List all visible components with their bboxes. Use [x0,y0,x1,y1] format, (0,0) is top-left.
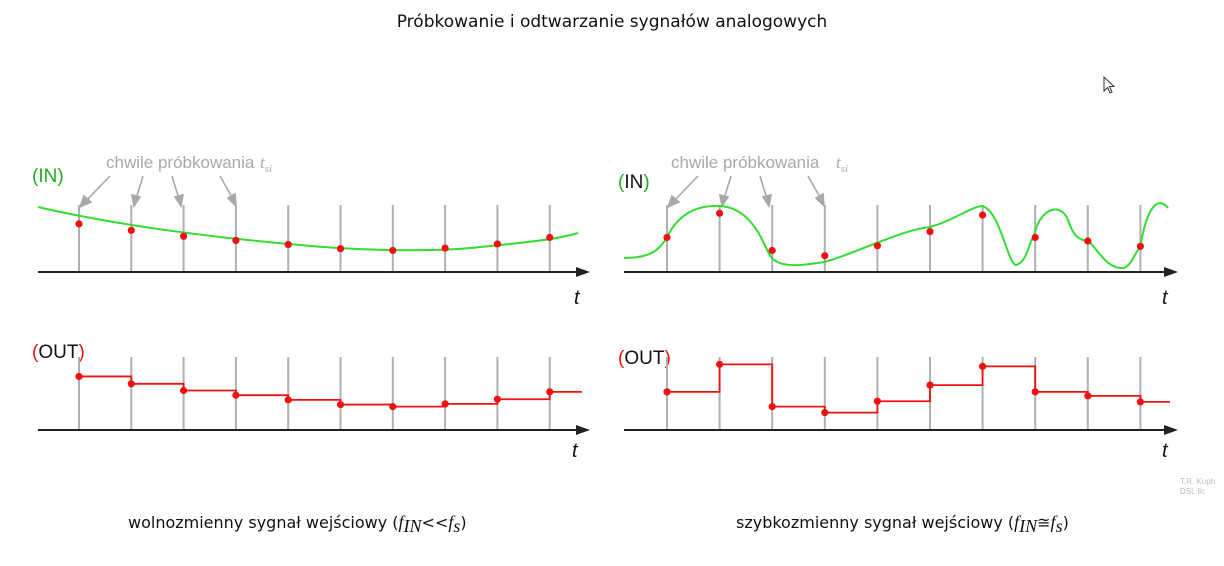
input-samples [75,220,554,255]
sampling-annotation: chwile próbkowania [671,153,820,172]
right-caption: szybkozmienny sygnał wejściowy (fIN≅fs) [736,512,1069,537]
sample-point [716,209,724,217]
time-axis-label: t [574,287,581,309]
sample-point [284,240,292,249]
sample-point [926,227,934,236]
credit-text: T.R. Kuph DSL llc [1180,477,1216,496]
output-signal-staircase [667,363,1170,414]
sample-lines-out [666,357,1142,430]
sampling-symbol: tsi [260,153,272,175]
output-samples [75,372,554,411]
sample-point [1031,388,1039,396]
sample-point [768,402,776,411]
sample-point [441,244,449,252]
sample-point [1084,237,1092,245]
time-axis-out [38,425,590,435]
sample-point [75,220,83,228]
sample-point [127,380,135,388]
time-axis-label: t [1162,287,1169,309]
sample-point [336,245,345,253]
time-axis-out [624,425,1178,435]
sample-point [546,388,554,396]
annotation-arrows [78,175,237,209]
sample-point [75,372,83,381]
input-signal-curve [37,206,579,252]
sample-point [926,381,934,389]
sample-point [663,388,671,396]
sample-point [336,400,345,409]
left-caption: wolnozmienny sygnał wejściowy (fIN<<fs) [128,512,467,537]
sample-point [979,362,987,370]
sample-point [1136,242,1144,250]
sample-point [1031,233,1039,242]
sample-point [821,409,829,417]
sampling-symbol: tsi [836,153,848,175]
sample-point [546,233,554,242]
sample-point [979,211,987,219]
sample-point [663,233,671,242]
sample-point [493,395,501,403]
output-signal-staircase [79,375,582,408]
sample-lines-in [78,205,551,272]
in-label: (IN) [618,172,650,193]
sample-lines-out [78,357,551,430]
sampling-annotation: chwile próbkowania [106,153,255,172]
sample-point [389,246,397,255]
time-axis-label: t [1162,440,1169,462]
sample-point [821,252,829,260]
sample-lines-in [666,205,1142,272]
time-axis-label: t [572,440,579,462]
out-label: (OUT) [618,348,671,369]
mouse-pointer-icon [1103,76,1116,94]
left-panel: chwile próbkowania tsi (IN) t (OUT) [32,153,590,462]
sample-point [441,400,449,408]
sample-point [180,386,188,395]
output-samples [663,360,1144,417]
time-axis-in [38,267,590,277]
sample-point [493,240,501,248]
sample-point [232,236,240,244]
annotation-arrows [666,175,825,209]
sample-point [180,232,188,240]
sample-point [768,246,776,255]
input-samples [663,209,1144,260]
sample-point [1136,398,1144,406]
sample-point [1084,392,1092,400]
sample-point [389,402,397,411]
sample-point [873,397,882,405]
sample-point [232,391,240,399]
time-axis-in [624,267,1178,277]
sample-point [284,396,292,404]
right-panel: chwile próbkowania tsi (IN) t (OUT) [618,153,1178,462]
sample-point [716,360,724,368]
page-title: Próbkowanie i odtwarzanie sygnałów analo… [396,12,828,32]
out-label: (OUT) [32,342,85,363]
sample-point [127,226,135,234]
sample-point [873,242,882,250]
in-label: (IN) [32,166,64,187]
input-signal-curve [623,202,1169,270]
